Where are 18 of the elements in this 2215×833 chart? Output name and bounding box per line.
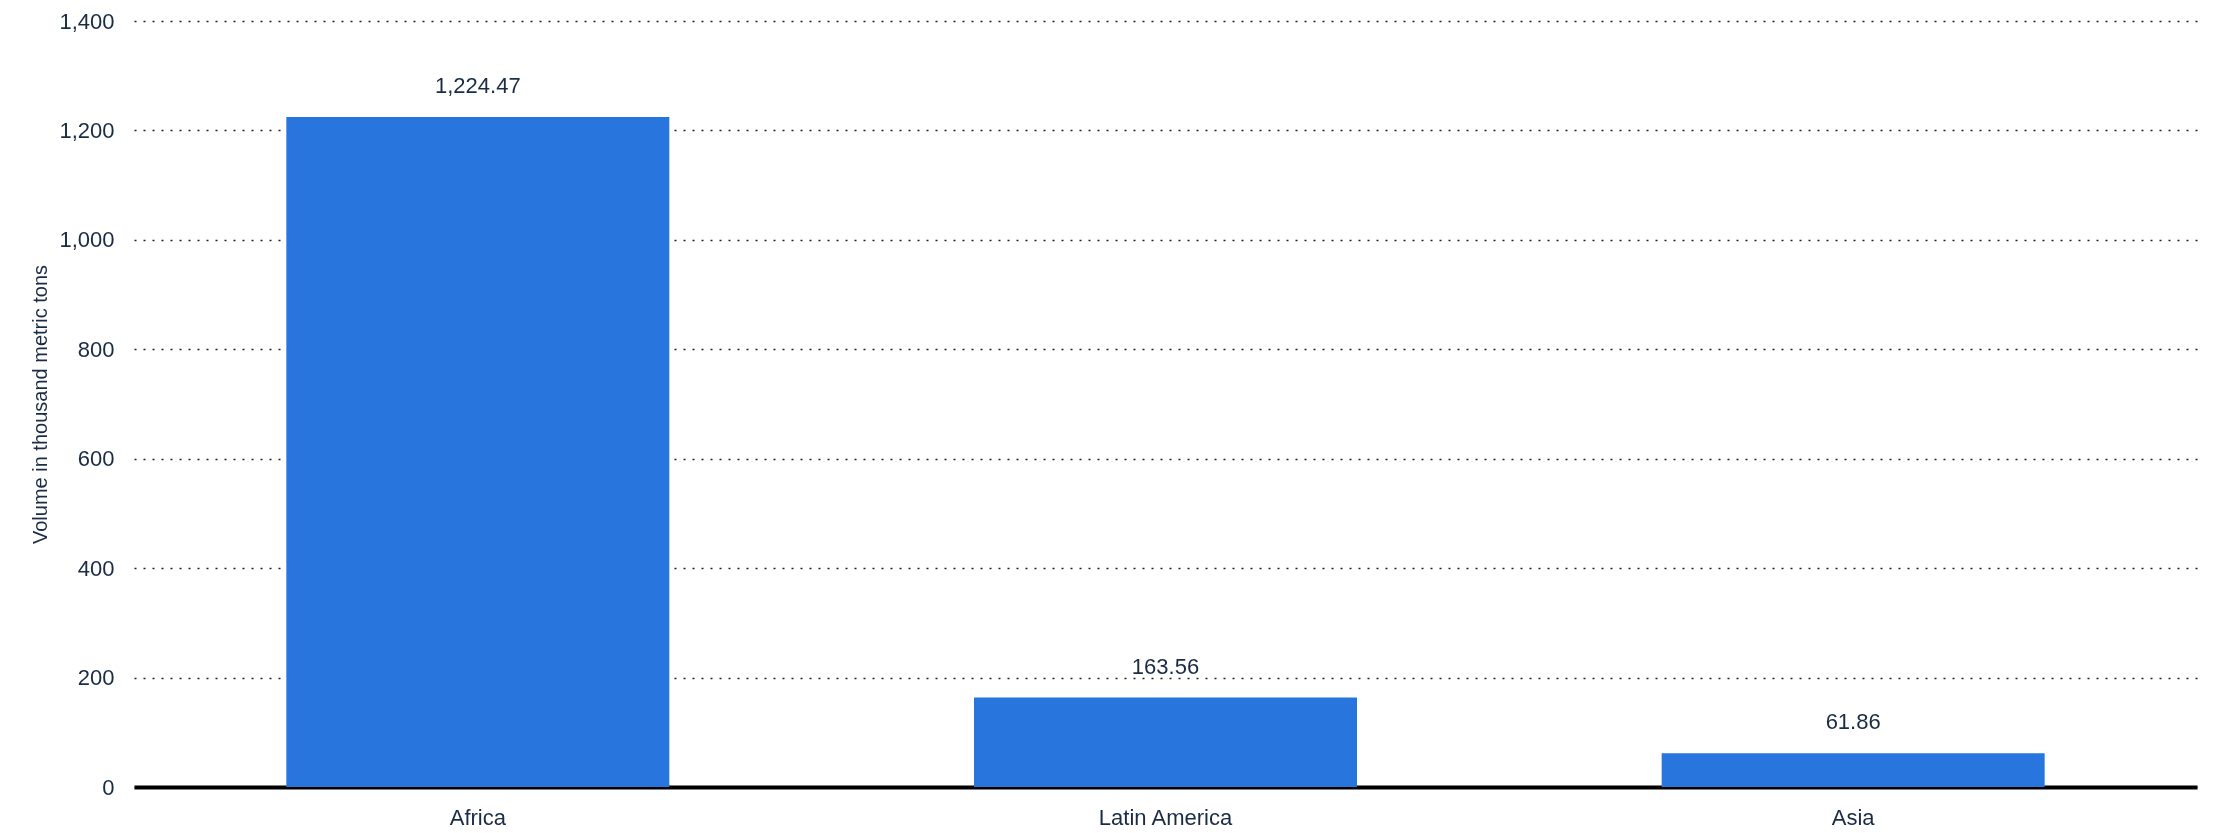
bar	[286, 117, 670, 787]
y-tick-label: 1,000	[59, 227, 115, 253]
y-tick-label: 1,200	[59, 117, 115, 143]
x-tick-label: Africa	[449, 804, 507, 830]
bar	[974, 697, 1357, 787]
y-tick-label: 200	[77, 665, 115, 691]
y-tick-label: 0	[102, 774, 115, 800]
data-label: 1,224.47	[435, 73, 521, 99]
y-tick-label: 400	[77, 555, 115, 581]
y-axis-title: Volume in thousand metric tons	[29, 264, 52, 545]
y-tick-label: 1,400	[59, 8, 115, 34]
x-tick-label: Asia	[1831, 804, 1876, 830]
data-label: 163.56	[1131, 653, 1200, 679]
y-tick-label: 600	[77, 446, 115, 472]
y-tick-label: 800	[77, 336, 115, 362]
data-label: 61.86	[1825, 709, 1881, 735]
bar	[1661, 753, 2045, 787]
x-tick-label: Latin America	[1098, 804, 1233, 830]
